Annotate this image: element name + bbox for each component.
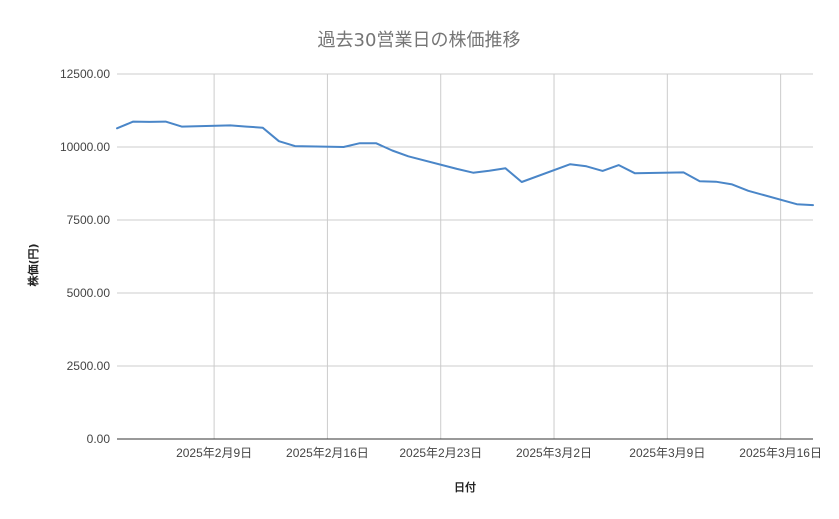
data-point bbox=[633, 171, 637, 175]
chart-title: 過去30営業日の株価推移 bbox=[318, 30, 521, 51]
data-point bbox=[520, 180, 524, 184]
y-tick-label: 0.00 bbox=[87, 432, 111, 446]
data-point bbox=[115, 126, 119, 130]
series-line bbox=[116, 120, 814, 207]
data-point bbox=[342, 145, 346, 149]
x-tick-label: 2025年3月9日 bbox=[629, 446, 705, 460]
y-tick-label: 10000.00 bbox=[60, 140, 110, 154]
y-axis-label: 株価(円) bbox=[26, 243, 40, 286]
x-axis-label: 日付 bbox=[454, 480, 476, 494]
data-point bbox=[406, 154, 410, 158]
data-point bbox=[164, 120, 168, 124]
data-point bbox=[390, 149, 394, 153]
data-point bbox=[180, 125, 184, 129]
data-point bbox=[811, 203, 815, 207]
data-point bbox=[244, 125, 248, 129]
y-gridlines bbox=[117, 73, 813, 367]
data-point bbox=[277, 139, 281, 143]
data-point bbox=[617, 163, 621, 167]
y-tick-label: 2500.00 bbox=[67, 359, 111, 373]
x-tick-label: 2025年2月9日 bbox=[176, 446, 252, 460]
data-point bbox=[746, 189, 750, 193]
data-point bbox=[584, 164, 588, 168]
data-point bbox=[503, 166, 507, 170]
data-point bbox=[261, 126, 265, 130]
y-tick-label: 7500.00 bbox=[67, 213, 111, 227]
x-tick-label: 2025年2月23日 bbox=[399, 446, 482, 460]
x-tick-label: 2025年3月2日 bbox=[516, 446, 592, 460]
y-tick-label: 12500.00 bbox=[60, 67, 110, 81]
data-point bbox=[487, 169, 491, 173]
data-point bbox=[682, 170, 686, 174]
data-point bbox=[131, 120, 135, 124]
x-gridlines bbox=[213, 74, 782, 439]
data-point bbox=[455, 167, 459, 171]
series-group bbox=[115, 120, 815, 207]
data-point bbox=[601, 169, 605, 173]
data-point bbox=[358, 141, 362, 145]
x-axis-ticks: 2025年2月9日 2025年2月16日 2025年2月23日 2025年3月2日 20… bbox=[176, 446, 822, 460]
data-point bbox=[795, 202, 799, 206]
data-point bbox=[228, 123, 232, 127]
data-point bbox=[698, 179, 702, 183]
x-tick-label: 2025年3月16日 bbox=[739, 446, 822, 460]
data-point bbox=[147, 120, 151, 124]
data-point bbox=[374, 141, 378, 145]
x-tick-label: 2025年2月16日 bbox=[286, 446, 369, 460]
data-point bbox=[714, 180, 718, 184]
y-axis-ticks: 0.00 2500.00 5000.00 7500.00 10000.00 12500.0… bbox=[60, 67, 110, 446]
data-point bbox=[730, 182, 734, 186]
y-tick-label: 5000.00 bbox=[67, 286, 111, 300]
data-point bbox=[471, 171, 475, 175]
data-point bbox=[568, 162, 572, 166]
data-point bbox=[293, 144, 297, 148]
